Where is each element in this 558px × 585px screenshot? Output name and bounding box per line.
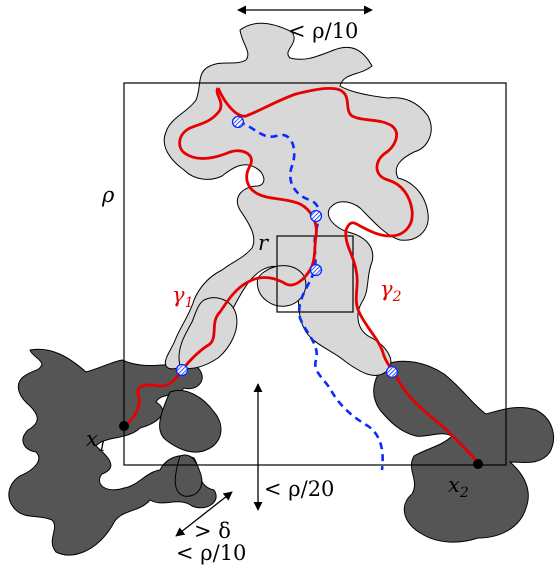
label-x1-sub: 1 <box>98 439 107 455</box>
label-x2-sub: 2 <box>459 485 469 501</box>
outer-box-rho <box>123 82 507 466</box>
red-path-top-arc <box>216 86 479 463</box>
dark-cluster-small <box>174 454 203 497</box>
junction-x1 <box>175 363 189 377</box>
label-x2: x2 <box>448 473 469 501</box>
dark-cluster-left <box>8 348 217 556</box>
light-cluster-small-mid <box>256 265 307 307</box>
light-cluster-main <box>163 22 432 376</box>
label-gamma1: γ1 <box>172 283 193 311</box>
point-x1 <box>119 421 129 431</box>
label-x1-base: x <box>86 427 98 451</box>
label-bottom-dim: < ρ/10 <box>176 541 246 565</box>
dark-cluster-blob <box>159 390 222 453</box>
label-gamma2: γ2 <box>380 277 402 305</box>
label-rho: ρ <box>101 183 115 207</box>
label-x1: x1 <box>86 427 107 455</box>
junction-mid-lower <box>309 263 323 277</box>
junction-top <box>231 115 245 129</box>
point-x2 <box>473 459 483 469</box>
label-gamma1-sub: 1 <box>185 295 194 311</box>
arrow-diagonal <box>175 491 233 537</box>
label-gamma1-base: γ <box>172 283 185 307</box>
label-x2-base: x <box>448 473 460 497</box>
label-top-dim: < ρ/10 <box>288 19 358 43</box>
junction-mid-upper <box>309 209 323 223</box>
label-r: r <box>258 231 270 255</box>
label-delta-dim: > δ <box>194 519 231 543</box>
label-gamma2-sub: 2 <box>392 289 402 305</box>
light-cluster-small-left <box>178 297 238 369</box>
dark-cluster-right <box>373 360 554 543</box>
label-gamma2-base: γ <box>380 277 393 301</box>
label-mid-dim: < ρ/20 <box>264 477 334 501</box>
junction-x2 <box>385 365 399 379</box>
